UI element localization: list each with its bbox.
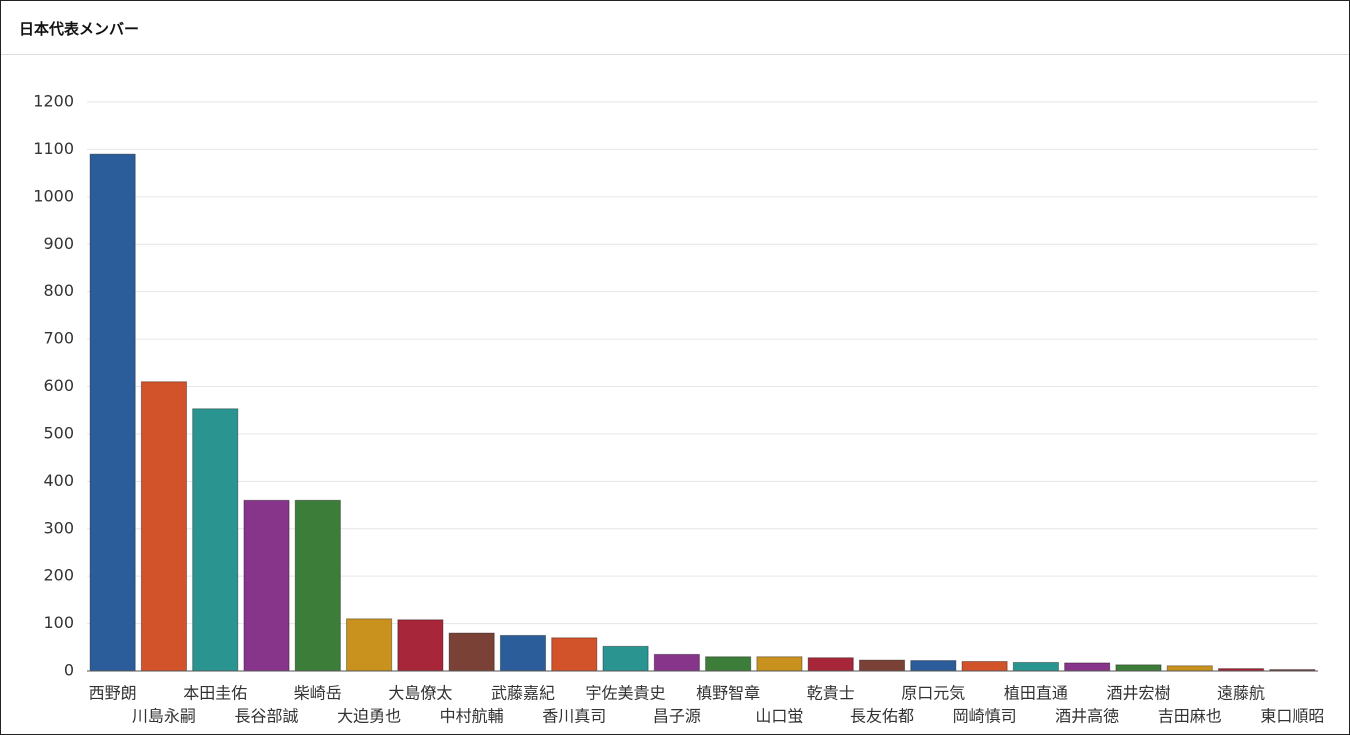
y-tick-label: 300: [43, 518, 74, 537]
x-tick-label: 乾貴士: [807, 684, 855, 703]
y-tick-label: 600: [43, 376, 74, 395]
x-tick-label: 酒井高徳: [1055, 707, 1119, 726]
bar: [705, 656, 752, 672]
x-tick-label: 香川真司: [542, 707, 606, 726]
panel-header: [1, 1, 1349, 55]
x-tick-label: 川島永嗣: [132, 707, 196, 726]
bar: [243, 499, 290, 672]
y-tick-label: 1100: [33, 139, 74, 158]
bar: [551, 637, 598, 672]
y-tick-label: 500: [43, 423, 74, 442]
bar: [756, 656, 803, 672]
bar: [192, 408, 239, 672]
y-tick-label: 100: [43, 613, 74, 632]
x-tick-label: 昌子源: [653, 707, 701, 726]
bar: [397, 619, 444, 672]
y-tick-label: 1200: [33, 92, 74, 111]
bar: [1166, 665, 1213, 672]
y-tick-label: 700: [43, 329, 74, 348]
y-tick-label: 200: [43, 566, 74, 585]
bar: [1064, 662, 1111, 672]
x-tick-label: 西野朗: [89, 684, 137, 703]
x-tick-label: 東口順昭: [1260, 707, 1324, 726]
y-tick-label: 400: [43, 471, 74, 490]
x-tick-label: 植田直通: [1004, 684, 1068, 703]
x-tick-label: 槙野智章: [696, 684, 760, 703]
x-tick-label: 大島僚太: [388, 684, 452, 703]
bar: [448, 632, 495, 672]
x-tick-label: 長友佑都: [850, 707, 914, 726]
bar: [1012, 661, 1059, 672]
y-tick-label: 0: [64, 661, 74, 680]
x-tick-label: 宇佐美貴史: [586, 684, 666, 703]
bar: [499, 634, 547, 672]
bar: [653, 653, 700, 672]
bar: [910, 660, 957, 672]
bar: [858, 659, 906, 672]
x-tick-label: 本田圭佑: [183, 684, 247, 703]
y-tick-label: 800: [43, 281, 74, 300]
x-tick-label: 大迫勇也: [337, 707, 401, 726]
x-tick-label: 遠藤航: [1217, 684, 1265, 703]
bar: [1115, 664, 1162, 672]
bar: [89, 153, 136, 672]
x-tick-label: 岡崎慎司: [953, 707, 1017, 726]
x-tick-label: 武藤嘉紀: [491, 684, 555, 703]
x-tick-label: 中村航輔: [440, 707, 504, 726]
y-tick-label: 1000: [33, 186, 74, 205]
bar: [602, 645, 649, 672]
x-tick-label: 長谷部誠: [235, 707, 299, 726]
x-tick-label: 柴崎岳: [294, 684, 342, 703]
y-tick-label: 900: [43, 234, 74, 253]
x-tick-label: 吉田麻也: [1158, 707, 1222, 726]
bar: [346, 618, 393, 672]
bar: [140, 381, 188, 672]
bar: [961, 661, 1008, 672]
x-tick-label: 原口元気: [901, 684, 965, 703]
bar: [294, 499, 341, 672]
chart-title: 日本代表メンバー: [19, 20, 140, 38]
bar: [807, 657, 854, 672]
x-tick-label: 山口蛍: [755, 707, 803, 726]
x-tick-label: 酒井宏樹: [1106, 684, 1170, 703]
